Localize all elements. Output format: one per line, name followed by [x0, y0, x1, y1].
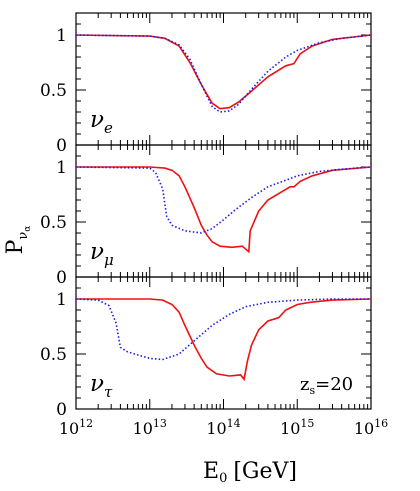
- panel-2: 0 0.5 1 νμ: [40, 144, 372, 288]
- panel-frame: [75, 144, 372, 278]
- y-tick-label: 1: [56, 290, 67, 310]
- x-axis-label-sub: 0: [219, 471, 227, 486]
- y-axis-label: Pνα: [3, 226, 33, 255]
- panel-label: νe: [90, 107, 113, 137]
- solid-curve: [76, 298, 372, 382]
- panel-label-sub: μ: [104, 251, 114, 269]
- panel-label: ντ: [90, 371, 113, 401]
- x-axis-label-main: E: [203, 459, 219, 484]
- x-tick-label: 1013: [133, 417, 167, 438]
- x-tick-label-exp: 14: [227, 417, 241, 430]
- solid-curve: [76, 166, 372, 254]
- x-tick-label-base: 10: [133, 419, 153, 438]
- x-tick-label-base: 10: [354, 419, 374, 438]
- x-tick-label-base: 10: [280, 419, 300, 438]
- panel-label-sub: e: [104, 119, 113, 137]
- x-tick-label: 1016: [354, 417, 388, 438]
- y-tick-label: 0: [56, 268, 67, 288]
- zs-annotation-value: =20: [315, 374, 353, 395]
- panel-label-sub: τ: [104, 383, 113, 401]
- dotted-curve: [75, 166, 372, 234]
- y-tick-label: 1: [56, 158, 67, 178]
- x-tick-label-exp: 15: [300, 417, 314, 430]
- y-axis-label-text: Pνα: [3, 226, 33, 255]
- panel-3: 0 0.5 1 ντ: [40, 276, 372, 420]
- x-tick-label-base: 10: [59, 419, 79, 438]
- y-tick-label: 0.5: [40, 81, 67, 101]
- panel-frame: [75, 12, 372, 146]
- y-tick-label: 1: [56, 26, 67, 46]
- panel-label-main: ν: [90, 107, 104, 133]
- panel-1: 0 0.5 1 νe: [40, 12, 372, 156]
- y-axis-label-subsub: α: [23, 226, 33, 232]
- solid-curve: [75, 34, 372, 110]
- y-axis-label-sub: ν: [16, 232, 31, 240]
- x-tick-label-exp: 16: [374, 417, 388, 430]
- x-axis-label-unit: [GeV]: [233, 459, 297, 484]
- panel-label: νμ: [90, 239, 114, 269]
- x-tick-label-exp: 12: [79, 417, 93, 430]
- x-tick-label: 1012: [59, 417, 93, 438]
- zs-annotation-sub: s: [309, 384, 315, 397]
- panel-label-main: ν: [90, 239, 104, 265]
- zs-annotation-main: z: [300, 374, 309, 395]
- x-tick-labels: 1012 1013 1014 1015 1016: [59, 417, 388, 438]
- x-tick-label: 1015: [280, 417, 314, 438]
- zs-annotation: zs=20: [300, 374, 353, 397]
- panel-label-main: ν: [90, 371, 104, 397]
- x-tick-label-exp: 13: [153, 417, 167, 430]
- x-tick-label-base: 10: [206, 419, 226, 438]
- y-tick-label: 0: [56, 136, 67, 156]
- y-tick-label: 0.5: [40, 213, 67, 233]
- y-axis-label-main: P: [3, 239, 28, 254]
- y-tick-label: 0.5: [40, 345, 67, 365]
- y-tick-label: 0: [56, 400, 67, 420]
- dotted-curve: [75, 298, 371, 361]
- dotted-curve: [75, 34, 372, 113]
- x-tick-label: 1014: [206, 417, 240, 438]
- x-axis-label: E0 [GeV]: [203, 459, 297, 486]
